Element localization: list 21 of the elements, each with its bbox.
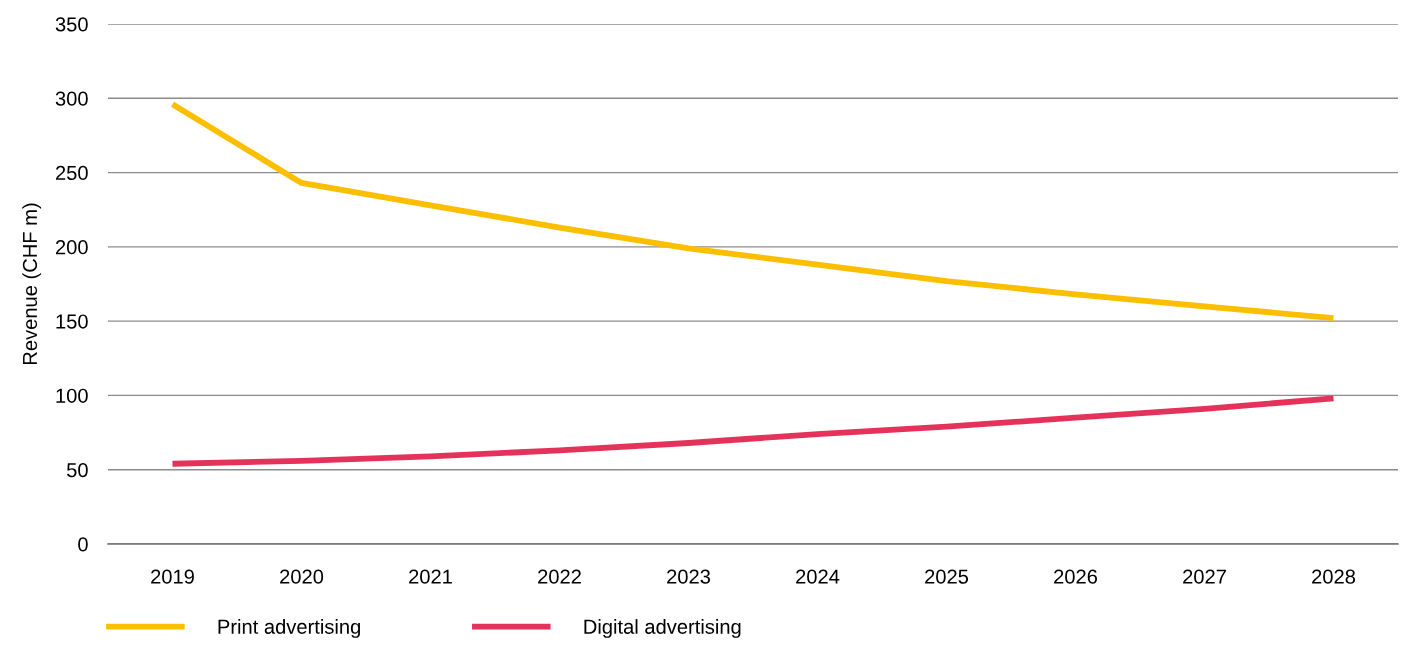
legend-label: Digital advertising <box>584 619 741 638</box>
x-tick-label: 2025 <box>925 569 969 584</box>
x-tick-label: 2028 <box>1312 569 1356 584</box>
x-tick-label: 2026 <box>1054 569 1098 584</box>
y-tick-label: 350 <box>55 17 88 32</box>
x-tick-label: 2022 <box>538 569 581 584</box>
x-tick-label: 2019 <box>151 569 194 584</box>
legend-label: Print advertising <box>218 619 360 638</box>
y-tick-label: 300 <box>55 91 88 106</box>
x-tick-label: 2020 <box>280 569 324 584</box>
y-axis-title: Revenue (CHF m) <box>22 203 42 365</box>
x-tick-label: 2021 <box>409 569 452 584</box>
y-tick-label: 150 <box>56 314 88 329</box>
y-tick-label: 0 <box>78 537 88 552</box>
y-tick-label: 100 <box>56 388 88 403</box>
y-tick-label: 250 <box>55 165 88 181</box>
x-tick-label: 2024 <box>796 569 840 584</box>
x-tick-label: 2023 <box>667 569 711 584</box>
y-tick-label: 200 <box>55 240 88 255</box>
x-tick-label: 2027 <box>1183 569 1226 584</box>
y-tick-label: 50 <box>66 462 88 478</box>
